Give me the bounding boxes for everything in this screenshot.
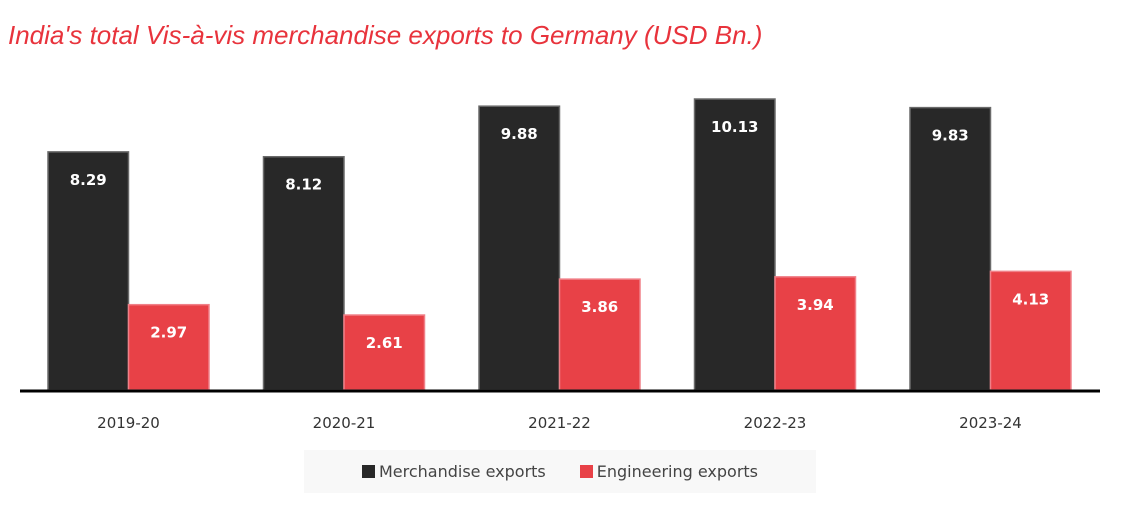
x-tick-label: 2019-20 (97, 414, 160, 432)
legend-label-merchandise: Merchandise exports (378, 462, 546, 481)
bar-engineering-2022-23 (774, 276, 857, 391)
data-label-engineering-2019-20: 2.97 (150, 324, 187, 342)
data-label-engineering-2020-21: 2.61 (366, 334, 403, 352)
legend-label-engineering: Engineering exports (596, 462, 759, 481)
bar-chart: 8.29 2.97 2019-20 8.12 2.61 2020-21 9.88 3.86 20… (20, 98, 1100, 432)
legend-swatch-engineering (579, 465, 593, 478)
bar-engineering-2019-20 (127, 303, 210, 391)
bar-merchandise-2021-22 (478, 105, 561, 391)
legend-item-engineering: Engineering exports (579, 462, 759, 481)
x-tick-label: 2020-21 (313, 414, 376, 432)
data-label-merchandise-2019-20: 8.29 (70, 171, 107, 189)
data-label-engineering-2022-23: 3.94 (797, 296, 834, 314)
bar-engineering-2020-21 (343, 314, 426, 391)
data-label-merchandise-2022-23: 10.13 (711, 118, 758, 136)
bar-merchandise-2022-23 (693, 98, 776, 391)
bar-merchandise-2019-20 (47, 151, 130, 391)
data-label-merchandise-2020-21: 8.12 (285, 176, 322, 194)
data-label-engineering-2023-24: 4.13 (1012, 290, 1049, 308)
x-tick-label: 2023-24 (959, 414, 1022, 432)
bar-merchandise-2023-24 (909, 106, 992, 391)
legend-item-merchandise: Merchandise exports (361, 462, 546, 481)
bar-engineering-2023-24 (989, 270, 1072, 391)
legend-swatch-merchandise (361, 465, 375, 478)
bar-engineering-2021-22 (558, 278, 641, 391)
data-label-merchandise-2023-24: 9.83 (932, 127, 969, 145)
chart-title: India's total Vis-à-vis merchandise expo… (8, 20, 763, 50)
bar-merchandise-2020-21 (262, 155, 345, 391)
x-tick-label: 2022-23 (744, 414, 807, 432)
legend: Merchandise exports Engineering exports (304, 450, 816, 493)
data-label-engineering-2021-22: 3.86 (581, 298, 618, 316)
x-tick-label: 2021-22 (528, 414, 591, 432)
data-label-merchandise-2021-22: 9.88 (501, 125, 538, 143)
